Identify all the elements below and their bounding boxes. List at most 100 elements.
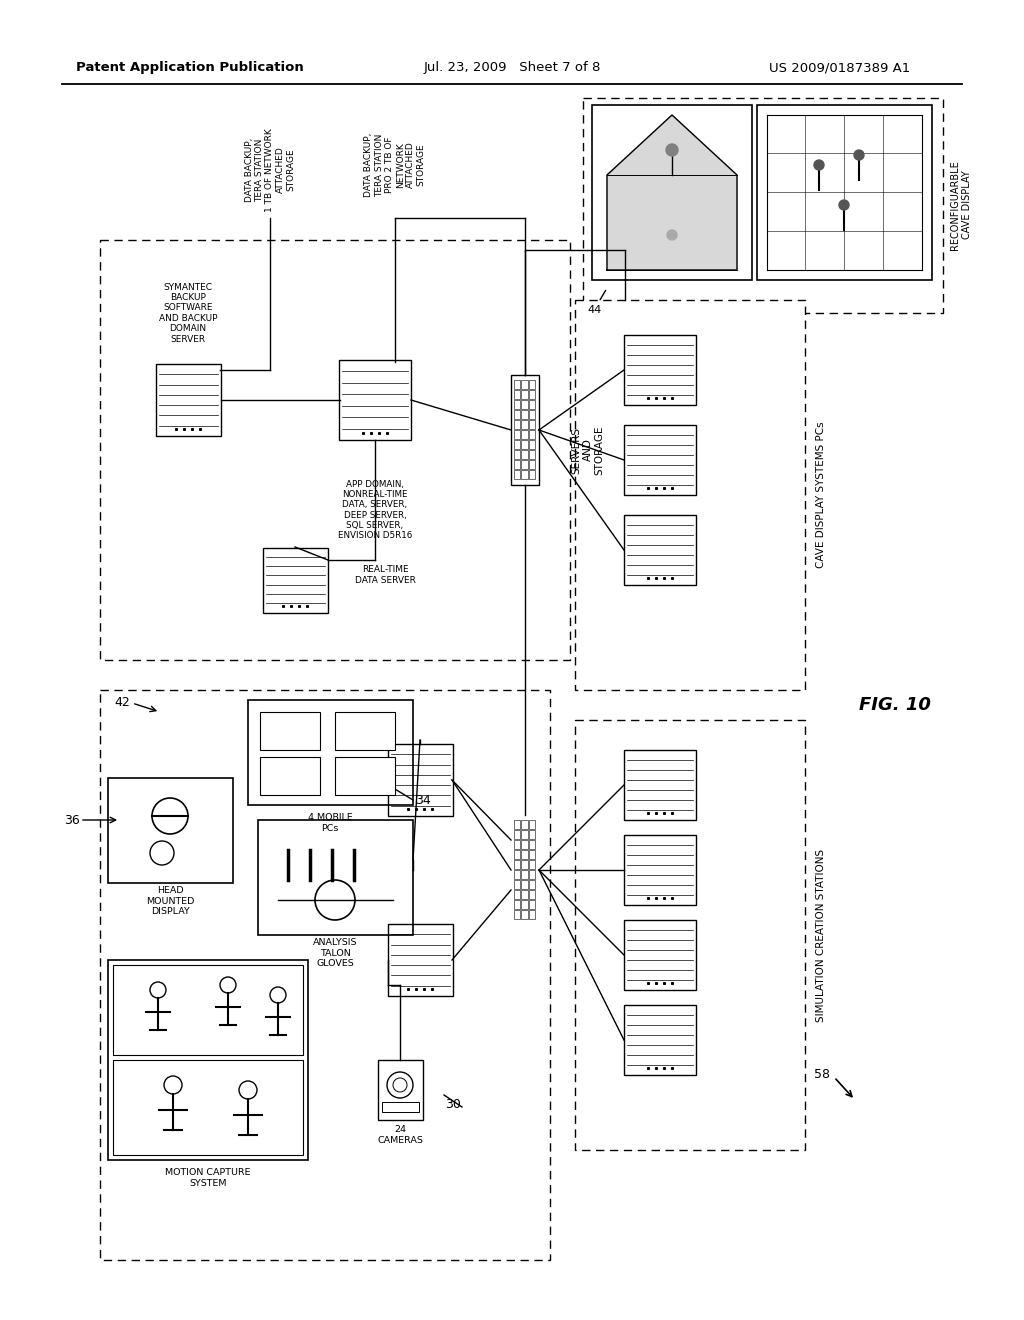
- Circle shape: [667, 230, 677, 240]
- Bar: [528, 820, 535, 829]
- Text: 42: 42: [115, 696, 130, 709]
- Text: DATA BACKUP,
TERA STATION
1 TB OF NETWORK
ATTACHED
STORAGE: DATA BACKUP, TERA STATION 1 TB OF NETWOR…: [245, 128, 295, 213]
- Bar: [514, 430, 520, 440]
- Text: SIMULATION CREATION STATIONS: SIMULATION CREATION STATIONS: [816, 849, 826, 1022]
- Bar: [624, 1005, 696, 1074]
- Text: 4 MOBILE
PCs: 4 MOBILE PCs: [307, 813, 352, 833]
- Bar: [387, 744, 453, 816]
- Text: REAL-TIME
DATA SERVER: REAL-TIME DATA SERVER: [355, 565, 416, 585]
- Bar: [521, 430, 527, 440]
- Text: 44: 44: [587, 290, 605, 315]
- Bar: [262, 548, 328, 612]
- Bar: [528, 861, 535, 869]
- Bar: [511, 814, 539, 925]
- Bar: [592, 106, 752, 280]
- Bar: [528, 400, 535, 409]
- Bar: [575, 300, 805, 690]
- Text: 34: 34: [415, 793, 431, 807]
- Bar: [514, 470, 520, 479]
- Bar: [514, 420, 520, 429]
- Bar: [528, 440, 535, 449]
- Bar: [514, 909, 520, 919]
- Bar: [528, 890, 535, 899]
- Bar: [528, 420, 535, 429]
- Bar: [335, 756, 395, 795]
- Bar: [108, 777, 233, 883]
- Bar: [108, 777, 233, 883]
- Bar: [514, 840, 520, 849]
- Bar: [514, 400, 520, 409]
- Bar: [260, 756, 319, 795]
- Bar: [521, 420, 527, 429]
- Bar: [521, 861, 527, 869]
- Bar: [514, 900, 520, 909]
- Bar: [592, 106, 752, 280]
- Bar: [100, 690, 550, 1261]
- Bar: [113, 1060, 303, 1155]
- Text: SYMANTEC
BACKUP
SOFTWARE
AND BACKUP
DOMAIN
SERVER: SYMANTEC BACKUP SOFTWARE AND BACKUP DOMA…: [159, 282, 217, 343]
- Bar: [521, 820, 527, 829]
- Bar: [528, 389, 535, 399]
- Bar: [514, 870, 520, 879]
- Bar: [514, 389, 520, 399]
- Bar: [624, 425, 696, 495]
- Circle shape: [854, 150, 864, 160]
- Bar: [521, 909, 527, 919]
- Bar: [521, 830, 527, 840]
- Bar: [108, 960, 308, 1160]
- Bar: [258, 820, 413, 935]
- Bar: [583, 98, 943, 313]
- Text: 24
CAMERAS: 24 CAMERAS: [377, 1125, 423, 1144]
- Text: RECONFIGUARBLE
CAVE DISPLAY: RECONFIGUARBLE CAVE DISPLAY: [950, 160, 972, 249]
- Bar: [514, 820, 520, 829]
- Bar: [514, 459, 520, 469]
- Bar: [521, 459, 527, 469]
- Text: CAVE DISPLAY SYSTEMS PCs: CAVE DISPLAY SYSTEMS PCs: [816, 421, 826, 569]
- Bar: [514, 380, 520, 389]
- Circle shape: [814, 160, 824, 170]
- Bar: [521, 440, 527, 449]
- Bar: [378, 1060, 423, 1119]
- Bar: [521, 450, 527, 459]
- Bar: [528, 380, 535, 389]
- Bar: [521, 380, 527, 389]
- Bar: [521, 389, 527, 399]
- Bar: [528, 830, 535, 840]
- Bar: [528, 880, 535, 888]
- Bar: [156, 364, 220, 436]
- Bar: [624, 836, 696, 906]
- Circle shape: [666, 144, 678, 156]
- Bar: [511, 375, 539, 484]
- Bar: [387, 924, 453, 997]
- Text: SERVERS
AND
STORAGE: SERVERS AND STORAGE: [571, 425, 604, 475]
- Text: ANALYSIS
TALON
GLOVES: ANALYSIS TALON GLOVES: [312, 939, 357, 968]
- Bar: [528, 870, 535, 879]
- Bar: [624, 335, 696, 405]
- Text: Jul. 23, 2009   Sheet 7 of 8: Jul. 23, 2009 Sheet 7 of 8: [423, 62, 601, 74]
- Text: HEAD
MOUNTED
DISPLAY: HEAD MOUNTED DISPLAY: [145, 886, 195, 916]
- Bar: [248, 700, 413, 805]
- Bar: [100, 240, 570, 660]
- Text: Patent Application Publication: Patent Application Publication: [76, 62, 304, 74]
- Bar: [248, 700, 413, 805]
- Bar: [514, 850, 520, 859]
- Bar: [521, 880, 527, 888]
- Bar: [528, 850, 535, 859]
- Circle shape: [839, 201, 849, 210]
- Polygon shape: [607, 115, 737, 271]
- Bar: [624, 515, 696, 585]
- Bar: [514, 880, 520, 888]
- Bar: [528, 459, 535, 469]
- Bar: [528, 900, 535, 909]
- Text: 30: 30: [445, 1098, 461, 1111]
- Bar: [757, 106, 932, 280]
- Bar: [514, 450, 520, 459]
- Bar: [521, 470, 527, 479]
- Bar: [521, 400, 527, 409]
- Bar: [382, 1102, 419, 1111]
- Bar: [335, 711, 395, 750]
- Bar: [514, 830, 520, 840]
- Bar: [339, 360, 411, 440]
- Bar: [624, 920, 696, 990]
- Bar: [521, 890, 527, 899]
